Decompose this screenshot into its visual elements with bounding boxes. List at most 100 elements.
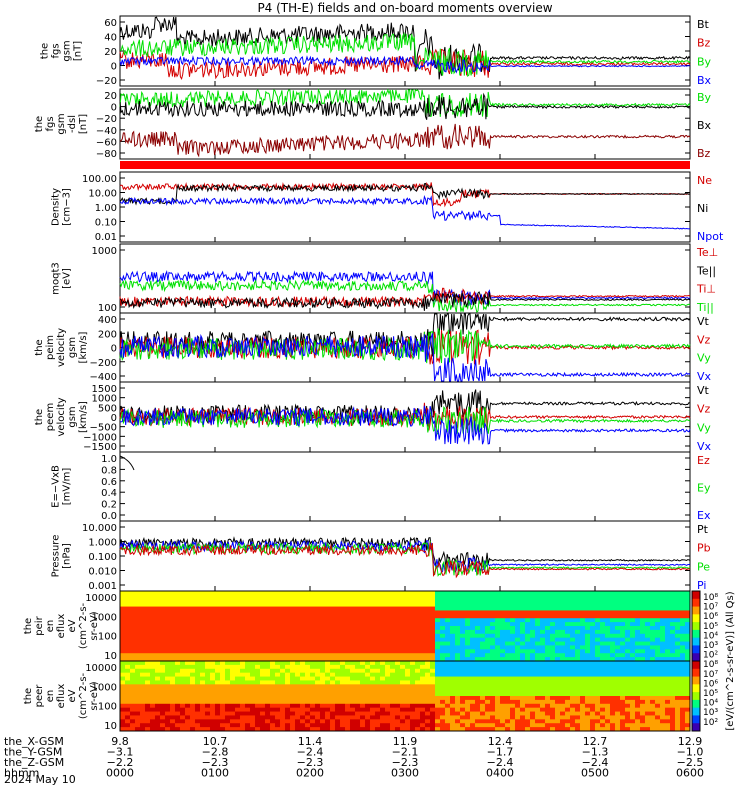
heat-cell (290, 703, 296, 709)
panel-frame-1 (119, 15, 691, 87)
heat-cell (215, 602, 221, 608)
heat-cell (180, 727, 186, 732)
heat-cell (220, 637, 226, 643)
heat-cell (340, 618, 346, 623)
heat-cell (395, 664, 401, 670)
heat-cell (240, 629, 246, 635)
heat-cell (455, 629, 461, 635)
heat-cell (615, 719, 621, 724)
heat-cell (675, 649, 681, 654)
heat-cell (145, 633, 151, 639)
heat-cell (650, 622, 656, 627)
heat-cell (340, 661, 346, 666)
heat-cell (320, 633, 326, 639)
heat-cell (520, 727, 526, 732)
heat-cell (170, 653, 176, 658)
heat-cell (200, 637, 206, 643)
heat-cell (430, 622, 436, 627)
heat-cell (270, 696, 276, 701)
heat-cell (605, 696, 611, 701)
heat-cell (295, 719, 301, 724)
heat-cell (215, 711, 221, 716)
heat-cell (315, 661, 321, 666)
heat-cell (630, 661, 636, 666)
heat-cell (545, 598, 551, 604)
heat-cell (315, 629, 321, 635)
heat-cell (465, 684, 471, 689)
ytick-label: 0.6 (101, 477, 117, 488)
heat-cell (440, 680, 446, 685)
heat-cell (140, 591, 146, 596)
heat-cell (370, 653, 376, 658)
heat-cell (545, 606, 551, 611)
heat-cell (135, 626, 141, 631)
heat-cell (470, 641, 476, 646)
legend-vy: Vy (697, 352, 711, 365)
heat-cell (165, 614, 171, 619)
heat-cell (235, 645, 241, 650)
heat-cell (595, 629, 601, 635)
heat-cell (385, 626, 391, 631)
heat-cell (265, 696, 271, 701)
heat-cell (205, 626, 211, 631)
colorbar-tick: 10⁵ (703, 689, 718, 699)
heat-cell (225, 606, 231, 611)
heat-cell (280, 696, 286, 701)
heat-cell (595, 711, 601, 716)
heat-cell (465, 727, 471, 732)
heat-cell (475, 699, 481, 705)
heat-cell (440, 672, 446, 678)
heat-cell (155, 672, 161, 678)
heat-cell (500, 591, 506, 596)
heat-cell (640, 591, 646, 596)
heat-cell (205, 641, 211, 646)
heat-cell (320, 711, 326, 716)
heat-cell (335, 661, 341, 666)
heat-cell (380, 672, 386, 678)
heat-cell (205, 594, 211, 600)
heat-cell (675, 602, 681, 608)
heat-cell (525, 637, 531, 643)
heat-cell (225, 629, 231, 635)
heat-cell (575, 657, 581, 662)
heat-cell (475, 657, 481, 662)
heat-cell (205, 657, 211, 662)
heat-cell (625, 723, 631, 728)
heat-cell (350, 672, 356, 678)
heat-cell (315, 703, 321, 709)
heat-cell (195, 629, 201, 635)
heat-cell (545, 614, 551, 619)
heat-cell (420, 699, 426, 705)
heat-cell (540, 684, 546, 689)
heat-cell (495, 622, 501, 627)
heat-cell (445, 711, 451, 716)
heat-cell (220, 653, 226, 658)
heat-cell (215, 598, 221, 604)
heat-cell (670, 657, 676, 662)
heat-cell (480, 696, 486, 701)
heat-cell (535, 703, 541, 709)
heat-cell (140, 719, 146, 724)
heat-cell (285, 618, 291, 623)
heat-cell (130, 618, 136, 623)
heat-cell (360, 699, 366, 705)
heat-cell (490, 699, 496, 705)
heat-cell (415, 692, 421, 697)
colorbar-tick: 10⁵ (703, 622, 718, 632)
heat-cell (350, 676, 356, 681)
heat-cell (610, 657, 616, 662)
heat-cell (230, 626, 236, 631)
heat-cell (370, 696, 376, 701)
heat-cell (275, 618, 281, 623)
heat-cell (340, 672, 346, 678)
heat-cell (250, 641, 256, 646)
heat-cell (355, 645, 361, 650)
heat-cell (650, 723, 656, 728)
heat-cell (450, 591, 456, 596)
heat-cell (640, 719, 646, 724)
heat-cell (280, 594, 286, 600)
heat-cell (145, 711, 151, 716)
heat-cell (325, 622, 331, 627)
heat-cell (240, 637, 246, 643)
heat-cell (155, 684, 161, 689)
